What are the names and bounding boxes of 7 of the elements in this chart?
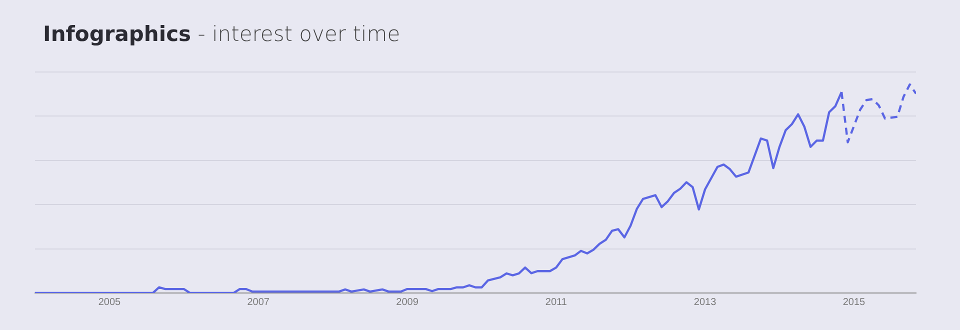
x-tick-label: 2015 xyxy=(842,296,866,308)
x-tick-label: 2007 xyxy=(247,296,270,308)
x-tick-label: 2009 xyxy=(396,296,419,308)
x-tick-label: 2011 xyxy=(545,296,568,308)
x-tick-label: 2013 xyxy=(694,296,717,308)
chart-title: Infographics - interest over time xyxy=(43,22,400,46)
x-tick-label: 2005 xyxy=(98,296,122,308)
